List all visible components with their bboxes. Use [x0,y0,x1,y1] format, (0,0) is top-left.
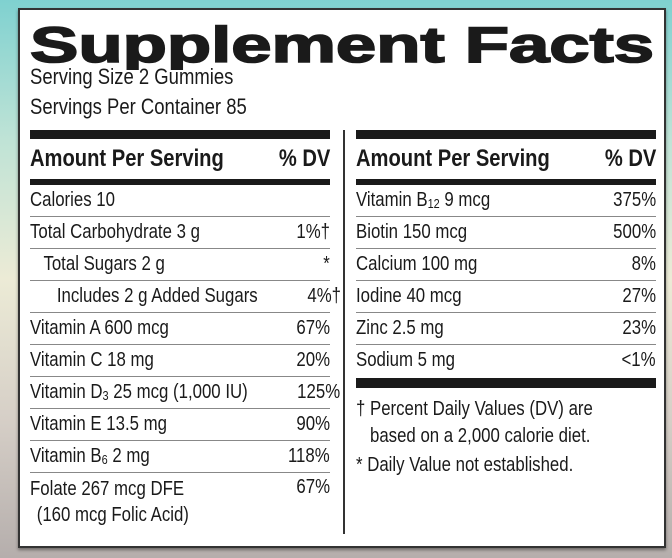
nutrient-row: Total Carbohydrate 3 g 1%† [30,217,330,249]
footer-bar [356,378,656,388]
footnote-dagger: † Percent Daily Values (DV) are [356,398,593,420]
nutrient-row: Includes 2 g Added Sugars 4%† [30,281,341,313]
nutrient-row: Vitamin D3 25 mcg (1,000 IU) 125% [30,377,340,409]
nutrient-name: Sodium 5 mg [356,349,455,371]
footnote-asterisk: * Daily Value not established. [356,454,574,476]
nutrient-dv: 125% [297,381,341,403]
nutrient-row: Calcium 100 mg 8% [356,249,656,281]
nutrient-dv: 8% [631,253,656,275]
nutrient-name: Biotin 150 mcg [356,221,468,243]
header-rule [30,179,330,185]
nutrient-name: Vitamin E 13.5 mg [30,413,167,435]
nutrient-name: Total Carbohydrate 3 g [30,221,200,243]
nutrient-dv: 90% [296,413,330,435]
header-bar [356,130,656,139]
nutrient-name: Calcium 100 mg [356,253,478,275]
servings-per-container: Servings Per Container 85 [30,94,247,119]
nutrient-name: Includes 2 g Added Sugars [56,285,258,307]
column-header: Amount Per Serving % DV [356,139,656,179]
nutrient-dv: 27% [622,285,656,307]
nutrient-row: Calories 10 [30,185,330,217]
nutrient-row: Vitamin C 18 mg 20% [30,345,330,377]
footnotes: † Percent Daily Values (DV) are based on… [356,396,656,479]
nutrient-dv: 23% [622,317,656,339]
nutrient-dv: 20% [296,349,330,371]
nutrient-row: Sodium 5 mg <1% [356,345,656,376]
dv-header: % DV [604,145,656,172]
nutrient-name: Vitamin D3 25 mcg (1,000 IU) [30,381,248,403]
nutrient-row: Vitamin B6 2 mg 118% [30,441,330,473]
footnote-dagger-cont: based on a 2,000 calorie diet. [370,425,591,447]
nutrient-name: Iodine 40 mcg [356,285,462,307]
left-column: Amount Per Serving % DV Calories 10 Total… [30,130,341,534]
nutrient-row: Zinc 2.5 mg 23% [356,313,656,345]
nutrient-dv: 375% [613,189,656,211]
title-text: Supplement Facts [30,18,654,70]
nutrient-dv: * [323,253,330,275]
nutrient-row: Vitamin A 600 mcg 67% [30,313,330,345]
nutrient-row: Total Sugars 2 g * [30,249,330,281]
nutrient-name: Zinc 2.5 mg [356,317,444,339]
nutrient-dv: 4%† [307,285,342,307]
nutrient-name: Vitamin B12 9 mcg [356,189,491,211]
nutrient-dv: 1%† [296,221,330,243]
nutrient-row: Biotin 150 mcg 500% [356,217,656,249]
nutrient-name: Vitamin C 18 mg [30,349,154,371]
nutrient-dv: 118% [288,445,330,467]
nutrient-name: Total Sugars 2 g [43,253,165,275]
nutrient-row: Iodine 40 mcg 27% [356,281,656,313]
dv-header: % DV [278,145,330,172]
label-title: Supplement Facts [30,18,655,70]
nutrient-dv: 500% [613,221,656,243]
nutrient-row: Vitamin B12 9 mcg 375% [356,185,656,217]
nutrient-dv: 67% [296,476,330,498]
serving-size: Serving Size 2 Gummies [30,64,234,89]
nutrient-name: Vitamin A 600 mcg [30,317,169,339]
header-rule [356,179,656,185]
nutrient-row: Vitamin E 13.5 mg 90% [30,409,330,441]
right-column: Amount Per Serving % DV Vitamin B12 9 mc… [356,130,656,479]
column-divider [343,130,345,534]
supplement-facts-label: Supplement Facts Serving Size 2 Gummies … [18,8,666,548]
nutrient-dv: <1% [621,349,656,371]
nutrient-name: Calories 10 [30,189,115,211]
nutrient-name: Folate 267 mcg DFE (160 mcg Folic Acid) [30,478,189,526]
header-bar [30,130,330,139]
amount-header: Amount Per Serving [356,145,550,172]
nutrient-name: Vitamin B6 2 mg [30,445,150,467]
nutrient-dv: 67% [296,317,330,339]
amount-header: Amount Per Serving [30,145,224,172]
column-header: Amount Per Serving % DV [30,139,330,179]
nutrient-row: Folate 267 mcg DFE (160 mcg Folic Acid) 67… [30,473,330,534]
